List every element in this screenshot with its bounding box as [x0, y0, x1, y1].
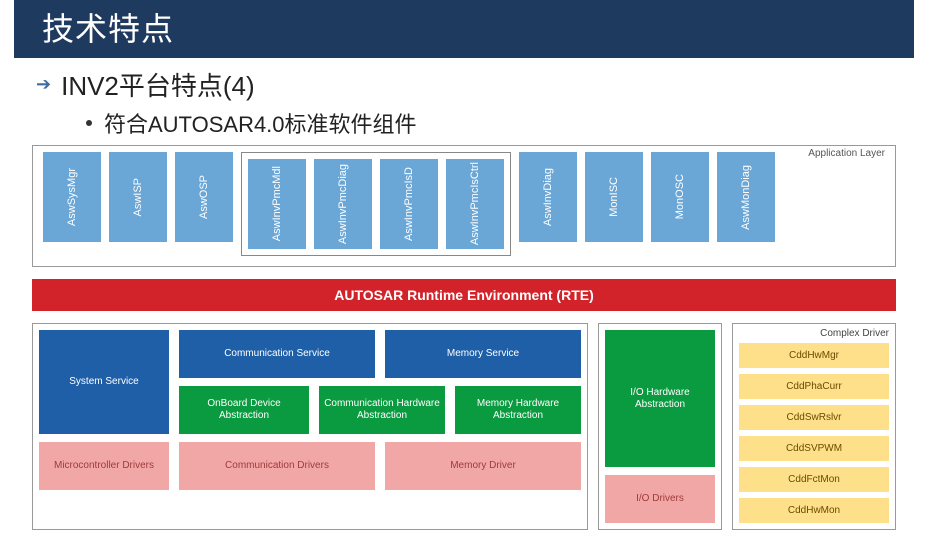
cdd-item: CddHwMgr: [739, 343, 889, 368]
asw-box: AswMonDiag: [717, 152, 775, 242]
onboard-abs: OnBoard Device Abstraction: [179, 386, 309, 434]
application-row: AswSysMgr AswISP AswOSP AswInvPmcMdl Asw…: [43, 152, 885, 256]
asw-box: AswInvDiag: [519, 152, 577, 242]
application-layer: Application Layer AswSysMgr AswISP AswOS…: [32, 145, 896, 267]
cdd-item: CddSwRslvr: [739, 405, 889, 430]
mcu-drivers: Microcontroller Drivers: [39, 442, 169, 490]
subtitle: INV2平台特点(4): [61, 66, 255, 103]
asw-box: AswInvPmcDiag: [314, 159, 372, 249]
bsw-main: System Service Communication Service Mem…: [32, 323, 588, 530]
cdd-item: CddPhaCurr: [739, 374, 889, 399]
complex-driver-label: Complex Driver: [739, 328, 889, 339]
cdd-item: CddSVPWM: [739, 436, 889, 461]
comm-drivers: Communication Drivers: [179, 442, 375, 490]
complex-driver-column: Complex Driver CddHwMgr CddPhaCurr CddSw…: [732, 323, 896, 530]
comm-service: Communication Service: [179, 330, 375, 378]
arrow-icon: ➔: [36, 74, 51, 95]
asw-box: MonISC: [585, 152, 643, 242]
mem-hw-abs: Memory Hardware Abstraction: [455, 386, 581, 434]
cdd-item: CddHwMon: [739, 498, 889, 523]
rte-bar: AUTOSAR Runtime Environment (RTE): [32, 279, 896, 311]
asw-box: MonOSC: [651, 152, 709, 242]
asw-box: AswInvPmcMdl: [248, 159, 306, 249]
asw-box: AswOSP: [175, 152, 233, 242]
page-title: 技术特点: [42, 4, 914, 50]
cdd-item: CddFctMon: [739, 467, 889, 492]
mem-driver: Memory Driver: [385, 442, 581, 490]
bullet-icon: [86, 120, 92, 126]
bullet-row: 符合AUTOSAR4.0标准软件组件: [86, 107, 928, 139]
io-hw-abs: I/O Hardware Abstraction: [605, 330, 715, 467]
subtitle-row: ➔ INV2平台特点(4): [36, 66, 928, 103]
memory-service: Memory Service: [385, 330, 581, 378]
title-bar: 技术特点: [14, 0, 914, 58]
asw-pmc-group: AswInvPmcMdl AswInvPmcDiag AswInvPmcIsD …: [241, 152, 511, 256]
asw-box: AswInvPmcIsCtrl: [446, 159, 504, 249]
io-drivers: I/O Drivers: [605, 475, 715, 523]
comm-hw-abs: Communication Hardware Abstraction: [319, 386, 445, 434]
io-column: I/O Hardware Abstraction I/O Drivers: [598, 323, 722, 530]
application-layer-label: Application Layer: [808, 148, 885, 159]
asw-box: AswInvPmcIsD: [380, 159, 438, 249]
bullet-text: 符合AUTOSAR4.0标准软件组件: [104, 107, 417, 139]
bsw-layer: System Service Communication Service Mem…: [32, 323, 896, 530]
asw-box: AswISP: [109, 152, 167, 242]
asw-box: AswSysMgr: [43, 152, 101, 242]
autosar-diagram: Application Layer AswSysMgr AswISP AswOS…: [32, 145, 896, 530]
system-service: System Service: [39, 330, 169, 434]
